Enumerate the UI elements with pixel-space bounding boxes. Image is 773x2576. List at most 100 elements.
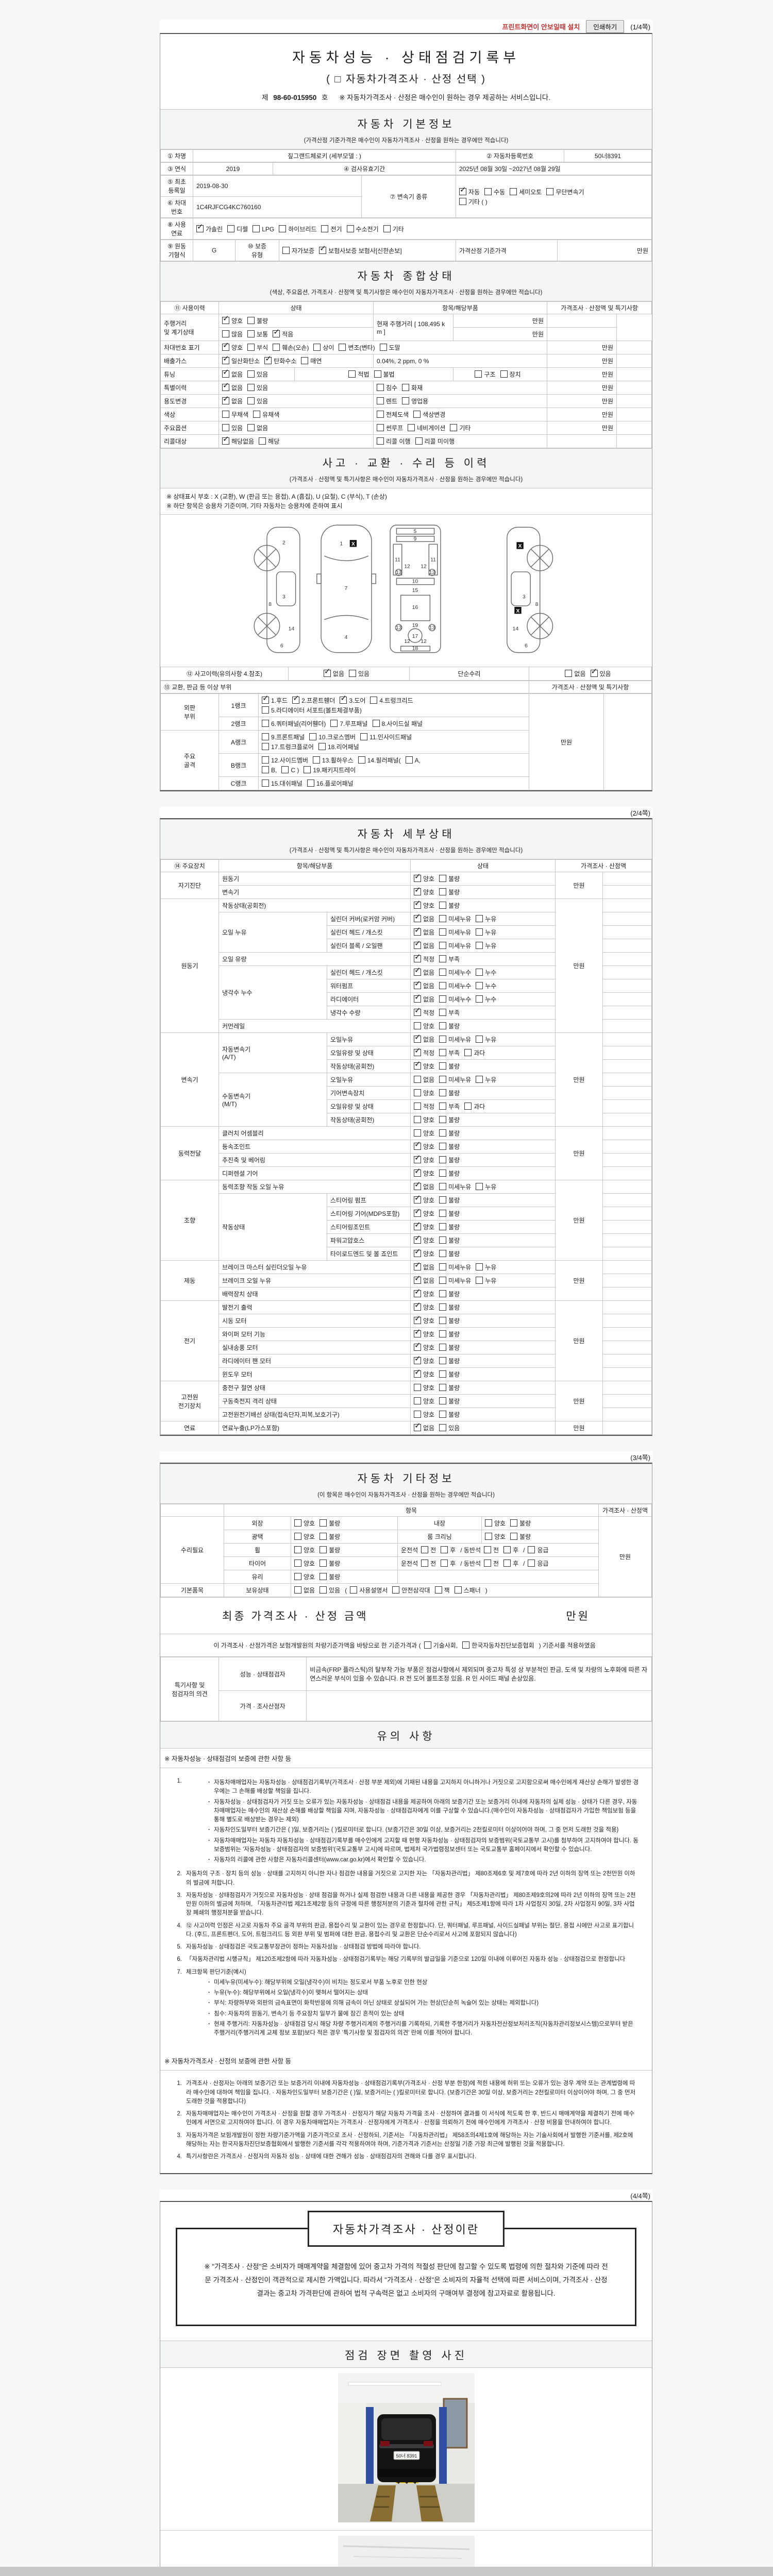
checkbox[interactable]: [402, 384, 410, 391]
checkbox[interactable]: [262, 743, 269, 750]
checkbox[interactable]: [372, 720, 380, 727]
checkbox[interactable]: [323, 667, 331, 677]
checkbox[interactable]: [320, 1573, 327, 1580]
checkbox[interactable]: [439, 1236, 447, 1244]
checkbox[interactable]: [294, 1560, 301, 1567]
checkbox[interactable]: [484, 1546, 492, 1553]
checkbox[interactable]: [414, 1397, 422, 1404]
checkbox[interactable]: [262, 766, 269, 773]
checkbox[interactable]: [414, 1166, 422, 1177]
checkbox[interactable]: [414, 1220, 422, 1230]
checkbox[interactable]: [350, 1586, 358, 1594]
checkbox[interactable]: [414, 1129, 422, 1137]
checkbox[interactable]: [408, 424, 415, 431]
checkbox[interactable]: [439, 1384, 447, 1391]
checkbox[interactable]: [528, 1560, 535, 1567]
checkbox[interactable]: [476, 982, 483, 989]
checkbox[interactable]: [485, 1519, 492, 1527]
checkbox[interactable]: [414, 1022, 422, 1029]
checkbox[interactable]: [247, 384, 255, 391]
checkbox[interactable]: [439, 1103, 447, 1110]
checkbox[interactable]: [414, 1059, 422, 1070]
checkbox[interactable]: [253, 411, 261, 418]
checkbox[interactable]: [414, 1103, 422, 1110]
checkbox[interactable]: [476, 928, 483, 936]
checkbox[interactable]: [247, 330, 255, 337]
checkbox[interactable]: [414, 965, 422, 976]
checkbox[interactable]: [439, 875, 447, 882]
checkbox[interactable]: [247, 424, 255, 431]
checkbox[interactable]: [294, 1573, 301, 1580]
checkbox[interactable]: [370, 697, 378, 704]
checkbox[interactable]: [476, 1183, 483, 1190]
checkbox[interactable]: [414, 899, 422, 909]
checkbox[interactable]: [320, 1533, 327, 1540]
checkbox[interactable]: [320, 1560, 327, 1567]
checkbox[interactable]: [392, 1586, 400, 1594]
checkbox[interactable]: [379, 344, 387, 351]
checkbox[interactable]: [503, 1546, 511, 1553]
checkbox[interactable]: [414, 979, 422, 989]
checkbox[interactable]: [222, 434, 229, 445]
checkbox[interactable]: [421, 1546, 429, 1553]
checkbox[interactable]: [500, 370, 508, 378]
checkbox[interactable]: [414, 1314, 422, 1324]
checkbox[interactable]: [590, 667, 598, 677]
checkbox[interactable]: [294, 1586, 301, 1594]
checkbox[interactable]: [476, 995, 483, 1003]
checkbox[interactable]: [222, 330, 229, 337]
checkbox[interactable]: [414, 1260, 422, 1270]
checkbox[interactable]: [484, 1560, 492, 1567]
checkbox[interactable]: [484, 188, 492, 195]
checkbox[interactable]: [485, 1533, 492, 1540]
checkbox[interactable]: [414, 1089, 422, 1096]
checkbox[interactable]: [414, 1274, 422, 1284]
checkbox[interactable]: [414, 1180, 422, 1190]
checkbox[interactable]: [439, 1049, 447, 1056]
checkbox[interactable]: [439, 1009, 447, 1016]
checkbox[interactable]: [414, 1354, 422, 1364]
checkbox[interactable]: [264, 354, 272, 364]
checkbox[interactable]: [414, 1046, 422, 1056]
checkbox[interactable]: [464, 1049, 472, 1056]
checkbox[interactable]: [421, 1560, 429, 1567]
checkbox[interactable]: [309, 733, 317, 740]
checkbox[interactable]: [414, 939, 422, 949]
checkbox[interactable]: [294, 1533, 301, 1540]
checkbox[interactable]: [476, 1263, 483, 1270]
checkbox[interactable]: [360, 733, 368, 740]
checkbox[interactable]: [414, 1006, 422, 1016]
checkbox[interactable]: [424, 1641, 431, 1649]
checkbox[interactable]: [476, 969, 483, 976]
checkbox[interactable]: [273, 327, 280, 337]
checkbox[interactable]: [414, 1140, 422, 1150]
checkbox[interactable]: [247, 370, 255, 378]
checkbox[interactable]: [414, 1327, 422, 1337]
checkbox[interactable]: [459, 185, 466, 195]
checkbox[interactable]: [330, 720, 338, 727]
checkbox[interactable]: [374, 370, 381, 378]
checkbox[interactable]: [439, 915, 447, 922]
checkbox[interactable]: [439, 1370, 447, 1378]
checkbox[interactable]: [339, 344, 346, 351]
checkbox[interactable]: [439, 888, 447, 895]
checkbox[interactable]: [414, 1247, 422, 1257]
checkbox[interactable]: [222, 314, 229, 324]
checkbox[interactable]: [405, 756, 413, 764]
checkbox[interactable]: [414, 1076, 422, 1083]
checkbox[interactable]: [247, 344, 255, 351]
checkbox[interactable]: [414, 1153, 422, 1163]
checkbox[interactable]: [415, 437, 423, 445]
checkbox[interactable]: [439, 1210, 447, 1217]
checkbox[interactable]: [439, 1089, 447, 1096]
checkbox[interactable]: [301, 357, 309, 364]
checkbox[interactable]: [439, 1076, 447, 1083]
checkbox[interactable]: [414, 1116, 422, 1123]
checkbox[interactable]: [222, 411, 229, 418]
checkbox[interactable]: [414, 912, 422, 922]
checkbox[interactable]: [413, 411, 421, 418]
checkbox[interactable]: [321, 225, 329, 232]
checkbox[interactable]: [439, 1317, 447, 1324]
checkbox[interactable]: [222, 381, 229, 391]
checkbox[interactable]: [377, 437, 384, 445]
